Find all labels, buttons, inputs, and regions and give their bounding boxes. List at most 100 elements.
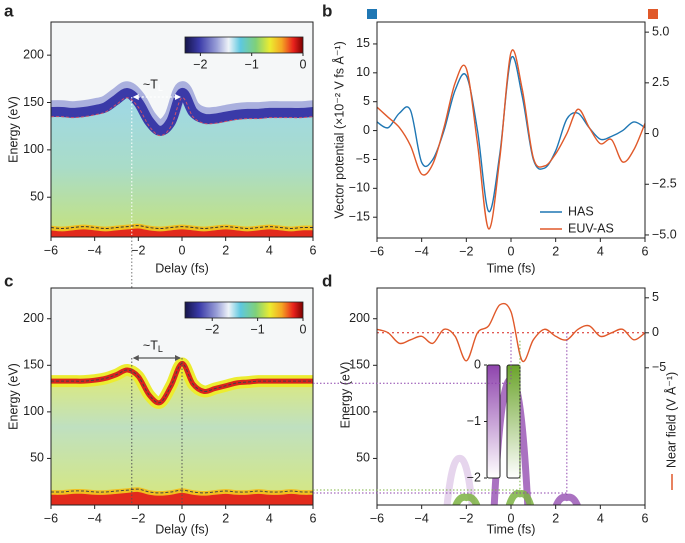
panel-letter: d [322,271,332,290]
x-axis-label: Delay (fs) [155,522,208,536]
colorbar-tick-label: −1 [245,57,259,71]
y-tick-label: 200 [349,311,370,325]
x-tick-label: 2 [222,243,229,257]
x-axis-label: Time (fs) [487,261,536,275]
x-tick-label: 6 [642,511,649,525]
y-tick-label: 150 [23,95,44,109]
legend-label: HAS [568,204,594,218]
y-tick-label: 50 [356,451,370,465]
emission-burst [505,490,535,505]
x-tick-label: 0 [179,511,186,525]
x-axis-label: Time (fs) [487,522,536,536]
y2-tick-label: −5.0 [652,227,677,241]
x-tick-label: −4 [415,511,429,525]
x-tick-label: −6 [370,511,384,525]
y-tick-label: −10 [349,181,370,195]
panel-letter: a [4,1,14,20]
annotation-sub: L [158,344,163,354]
y2-tick-label: −2.5 [652,177,677,191]
line [377,49,645,230]
legend-label: EUV-AS [568,221,614,235]
y-tick-label: −5 [356,152,370,166]
y-tick-label: 150 [349,358,370,372]
y2-tick-label: −5 [652,360,666,374]
x-tick-label: 4 [597,511,604,525]
line [377,302,645,363]
y-tick-label: 50 [30,190,44,204]
panel: HAS EUV-AS −6 −4 −2 0 2 4 6 −15 −10 −5 0 5 10 15 −5.0 −2.… [322,1,677,275]
y-axis-label: Energy (eV) [6,96,20,163]
panel-letter: c [4,271,13,290]
y2-tick-label: 5 [652,290,659,304]
x-axis-label: Delay (fs) [155,261,208,275]
colorbar-tick-label: −2 [467,470,481,484]
x-tick-label: 0 [179,243,186,257]
colorbar-tick-label: −2 [205,322,219,336]
x-tick-label: 6 [642,244,649,258]
x-tick-label: −6 [370,244,384,258]
y-tick-label: 0 [363,123,370,137]
x-tick-label: −4 [88,243,102,257]
y-tick-label: −15 [349,210,370,224]
colorbar-tick-label: 0 [300,57,307,71]
colorbar [486,364,501,479]
x-tick-label: −4 [415,244,429,258]
x-tick-label: −2 [459,511,473,525]
y-axis-label: Energy (eV) [338,362,352,429]
heatmap-low-band [51,228,313,237]
x-tick-label: 2 [552,511,559,525]
x-tick-label: 2 [552,244,559,258]
x-tick-label: 6 [310,243,317,257]
colorbar-tick-label: −1 [250,322,264,336]
y-axis-label: Vector potential (×10⁻² V fs Å⁻¹) [331,41,346,219]
right-axis-key [648,9,658,19]
x-tick-label: 4 [597,244,604,258]
emission-burst [552,493,581,505]
x-tick-label: 0 [508,511,515,525]
x-tick-label: −2 [131,511,145,525]
y-tick-label: 5 [363,94,370,108]
plot-area [377,49,645,230]
y-tick-label: 100 [23,404,44,418]
cutoff-line [51,225,313,229]
y-tick-label: 100 [23,142,44,156]
x-tick-label: 4 [266,511,273,525]
y2-tick-label: 0 [652,126,659,140]
emission-burst [452,493,481,505]
y-tick-label: 100 [349,404,370,418]
arrow-head [132,355,181,361]
cutoff-line [51,488,313,494]
panel: −2 −1 0 −6 −4 −2 0 2 4 6 50 100 150 200 −5 0 5 d Time (fs)… [322,271,678,536]
x-tick-label: 4 [266,243,273,257]
left-axis-key [367,9,377,19]
plot-area [51,22,313,237]
y2-tick-label: 0 [652,325,659,339]
line [377,55,645,213]
x-tick-label: −4 [88,511,102,525]
y-tick-label: 50 [30,451,44,465]
y2-tick-label: 2.5 [652,75,669,89]
y2-tick-label: 5.0 [652,24,669,38]
arrow-head [132,94,181,100]
x-tick-label: −2 [131,243,145,257]
y-tick-label: 15 [356,36,370,50]
colorbar-tick-label: 0 [300,322,307,336]
y-tick-label: 200 [23,47,44,61]
x-tick-label: −6 [44,243,58,257]
y-tick-label: 200 [23,311,44,325]
colorbar-tick-label: −2 [193,57,207,71]
colorbar-tick-label: −1 [467,414,481,428]
y2-axis-label: Near field (V Å⁻¹) [663,372,678,468]
y-tick-label: 10 [356,65,370,79]
heatmap-body [51,363,313,505]
x-tick-label: −2 [459,244,473,258]
x-tick-label: 0 [508,244,515,258]
x-tick-label: 2 [222,511,229,525]
colorbar [184,301,304,319]
emission-burst [443,454,476,505]
heatmap-body [51,97,313,237]
panel-letter: b [322,1,332,20]
